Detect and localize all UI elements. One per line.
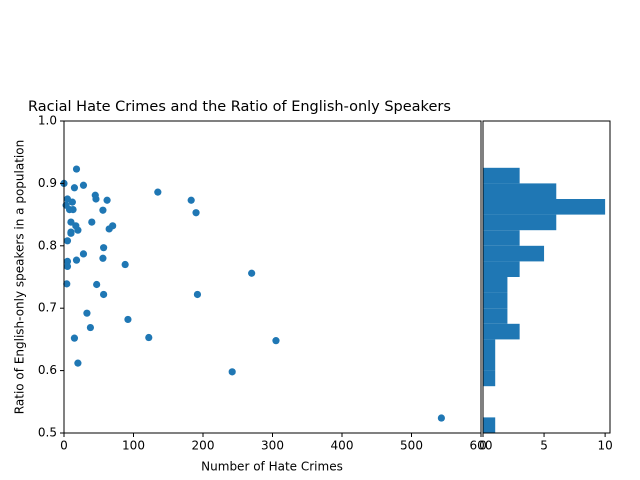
y-axis-label: Ratio of English-only speakers in a popu… [13,140,27,414]
histogram-bar [483,183,557,199]
scatter-point [79,181,88,189]
x-tick-label: 0 [479,439,487,453]
scatter-point [70,334,79,342]
x-axis-label: Number of Hate Crimes [201,460,343,474]
scatter-point [248,269,256,277]
axes-frame [482,120,611,434]
histogram-bar [483,277,508,293]
y-tick-label: 0.7 [38,301,57,315]
scatter-point [145,333,153,342]
x-tick-label: 100 [122,439,145,453]
x-tick-label: 600 [470,439,493,453]
scatter-point [79,250,88,258]
scatter-point [88,218,96,226]
scatter-point [74,226,82,234]
histogram-bar [483,214,557,231]
x-tick-label: 5 [540,439,548,453]
scatter-point [92,195,100,203]
scatter-point [63,280,71,288]
scatter-point [121,260,129,269]
scatter-point [99,254,107,262]
scatter-point [86,323,95,332]
scatter-point [187,196,195,204]
scatter-point [67,228,75,236]
scatter-point [63,237,72,245]
scatter-point [99,206,107,214]
scatter-point [437,414,445,422]
x-tick-label: 400 [331,439,354,453]
x-tick-label: 200 [192,439,215,453]
scatter-point [109,222,117,230]
scatter-point [154,188,162,196]
x-tick-label: 0 [60,439,68,453]
chart-title: Racial Hate Crimes and the Ratio of Engl… [28,99,451,115]
histogram-bar [483,355,496,371]
x-tick-label: 300 [261,439,284,453]
scatter-point [63,262,72,270]
scatter-point [124,315,132,324]
histogram-bar [483,370,496,387]
scatter-point [72,165,81,173]
axes-frame [63,120,482,434]
x-tick-label: 500 [400,439,423,453]
y-tick-label: 0.9 [38,176,57,190]
y-tick-label: 0.8 [38,238,57,252]
histogram-bar [483,167,520,184]
scatter-point [72,256,81,264]
y-tick-label: 1.0 [38,114,57,128]
scatter-point [83,309,91,317]
histogram-bar [483,417,496,433]
scatter-point [272,337,280,345]
y-tick-label: 0.6 [38,363,57,377]
scatter-point [100,290,108,299]
histogram-bar [483,308,508,324]
y-tick-label: 0.5 [38,426,57,440]
x-tick-label: 10 [597,439,612,453]
histogram-bar [483,199,606,215]
histogram-bar [483,261,520,277]
histogram-bar [483,292,508,309]
scatter-point [70,184,79,192]
histogram-bar [483,245,545,262]
scatter-point [74,359,82,367]
scatter-point [93,280,101,289]
scatter-point [228,368,236,376]
scatter-point [192,209,200,217]
scatter-point [67,218,75,226]
scatter-point [63,257,72,265]
histogram-bar [483,339,496,355]
scatter-point [103,196,111,204]
histogram-bar [483,323,520,340]
scatter-point [68,198,76,206]
scatter-point [193,290,202,299]
scatter-point [69,206,77,214]
scatter-point [100,244,108,252]
histogram-bar [483,230,520,246]
